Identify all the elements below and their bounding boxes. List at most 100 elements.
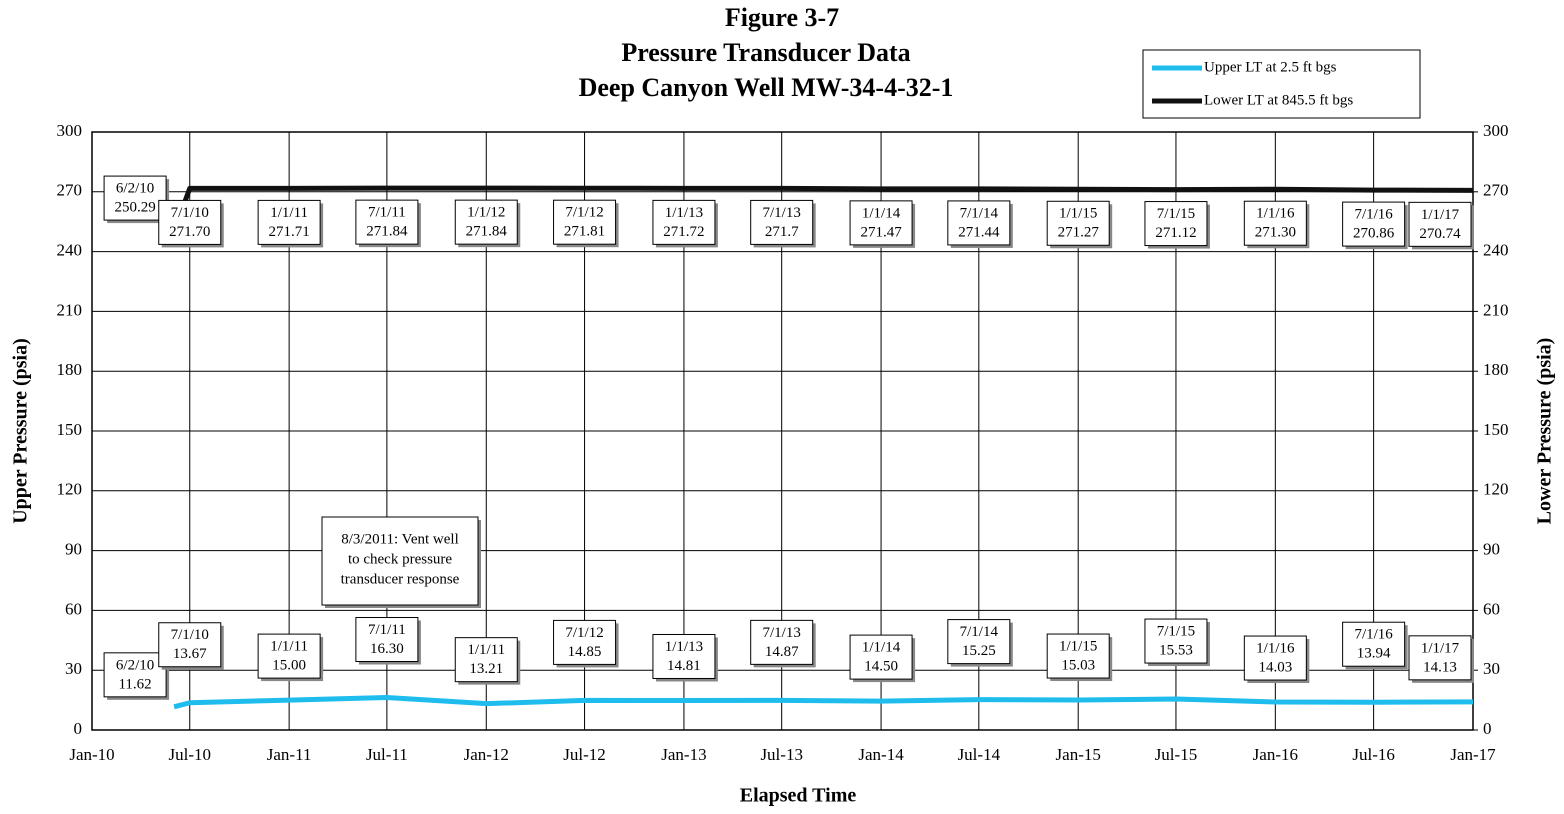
label-box (1243, 200, 1307, 246)
data-label: 14.85 (568, 644, 602, 660)
legend-label: Lower LT at 845.5 ft bgs (1204, 92, 1353, 108)
y2-axis-label: Lower Pressure (psia) (1534, 338, 1556, 525)
label-box (652, 633, 716, 679)
label-date: 7/1/16 (1354, 627, 1393, 643)
data-label: 270.74 (1419, 226, 1461, 242)
label-box (947, 619, 1011, 665)
y-tick-label: 240 (57, 241, 83, 260)
label-box (1046, 633, 1110, 679)
chart-title: Pressure Transducer Data (621, 38, 910, 67)
x-tick-label: Jan-15 (1056, 745, 1101, 764)
label-date: 7/1/16 (1354, 207, 1393, 223)
x-tick-label: Jan-14 (858, 745, 904, 764)
x-tick-label: Jul-16 (1352, 745, 1395, 764)
annotation-text: to check pressure (348, 551, 452, 567)
label-box (947, 200, 1011, 246)
label-box (750, 619, 814, 665)
label-date: 1/1/16 (1256, 640, 1295, 656)
label-date: 7/1/14 (960, 624, 999, 640)
x-tick-label: Jan-17 (1450, 745, 1496, 764)
y-tick-label: 180 (57, 360, 83, 379)
label-date: 1/1/17 (1421, 640, 1460, 656)
label-box (158, 622, 222, 668)
data-label: 271.47 (860, 224, 902, 240)
data-label: 14.50 (864, 659, 898, 675)
label-date: 7/1/15 (1157, 206, 1195, 222)
label-box (454, 199, 518, 245)
label-date: 1/1/15 (1059, 638, 1097, 654)
x-tick-label: Jul-15 (1155, 745, 1198, 764)
y2-tick-label: 240 (1483, 241, 1509, 260)
x-tick-label: Jul-14 (958, 745, 1001, 764)
label-date: 7/1/12 (565, 625, 603, 641)
label-date: 7/1/12 (565, 205, 603, 221)
y2-tick-label: 210 (1483, 300, 1509, 319)
y2-tick-label: 60 (1483, 599, 1500, 618)
label-date: 1/1/13 (665, 205, 703, 221)
x-tick-label: Jan-13 (661, 745, 706, 764)
label-date: 7/1/13 (763, 205, 801, 221)
y2-tick-label: 90 (1483, 540, 1500, 559)
y2-tick-label: 180 (1483, 360, 1509, 379)
legend-label: Upper LT at 2.5 ft bgs (1204, 59, 1337, 75)
label-date: 7/1/11 (368, 205, 406, 221)
y-tick-label: 30 (65, 659, 82, 678)
data-label: 271.7 (765, 224, 799, 240)
data-label: 15.00 (272, 658, 306, 674)
x-tick-label: Jul-13 (760, 745, 803, 764)
label-box (1408, 201, 1472, 247)
data-label: 11.62 (118, 676, 151, 692)
data-label: 271.12 (1155, 225, 1196, 241)
label-box (1342, 201, 1406, 247)
data-label: 271.70 (169, 224, 210, 240)
data-label: 13.94 (1357, 646, 1391, 662)
y-tick-label: 210 (57, 300, 83, 319)
label-date: 1/1/15 (1059, 206, 1097, 222)
data-label: 271.84 (466, 224, 508, 240)
x-axis-label: Elapsed Time (740, 785, 857, 807)
data-label: 15.53 (1159, 642, 1193, 658)
y-tick-label: 150 (57, 420, 83, 439)
data-label: 15.25 (962, 643, 996, 659)
label-box (1144, 201, 1208, 247)
label-date: 1/1/14 (862, 205, 901, 221)
label-date: 1/1/12 (467, 205, 505, 221)
y2-tick-label: 30 (1483, 659, 1500, 678)
label-date: 7/1/14 (960, 205, 999, 221)
data-label: 271.84 (366, 224, 408, 240)
data-label: 271.27 (1058, 225, 1100, 241)
data-label: 14.13 (1423, 659, 1457, 675)
label-date: 1/1/17 (1421, 207, 1460, 223)
data-label: 16.30 (370, 641, 404, 657)
data-label: 14.03 (1258, 659, 1292, 675)
legend-box (1142, 49, 1421, 119)
label-date: 7/1/13 (763, 625, 801, 641)
label-box (553, 619, 617, 665)
plot-frame (91, 131, 1474, 731)
x-tick-label: Jul-12 (563, 745, 606, 764)
x-tick-label: Jan-10 (69, 745, 114, 764)
y2-tick-label: 0 (1483, 719, 1492, 738)
data-label: 271.72 (663, 224, 704, 240)
label-box (257, 199, 321, 245)
label-box (1342, 621, 1406, 667)
label-box (1408, 635, 1472, 681)
data-label: 270.86 (1353, 226, 1395, 242)
y2-tick-label: 150 (1483, 420, 1509, 439)
label-date: 7/1/10 (171, 205, 209, 221)
y-tick-label: 120 (57, 480, 83, 499)
data-label: 14.87 (765, 644, 799, 660)
label-date: 1/1/13 (665, 639, 703, 655)
y2-tick-label: 270 (1483, 181, 1509, 200)
label-box (652, 199, 716, 245)
label-box (1243, 635, 1307, 681)
y-tick-label: 300 (57, 121, 83, 140)
label-date: 7/1/10 (171, 627, 209, 643)
label-box (1144, 618, 1208, 664)
label-date: 1/1/11 (270, 639, 308, 655)
label-date: 7/1/15 (1157, 623, 1195, 639)
annotation-box (321, 516, 479, 606)
label-date: 6/2/10 (116, 657, 154, 673)
label-box (103, 175, 167, 221)
label-date: 6/2/10 (116, 181, 154, 197)
